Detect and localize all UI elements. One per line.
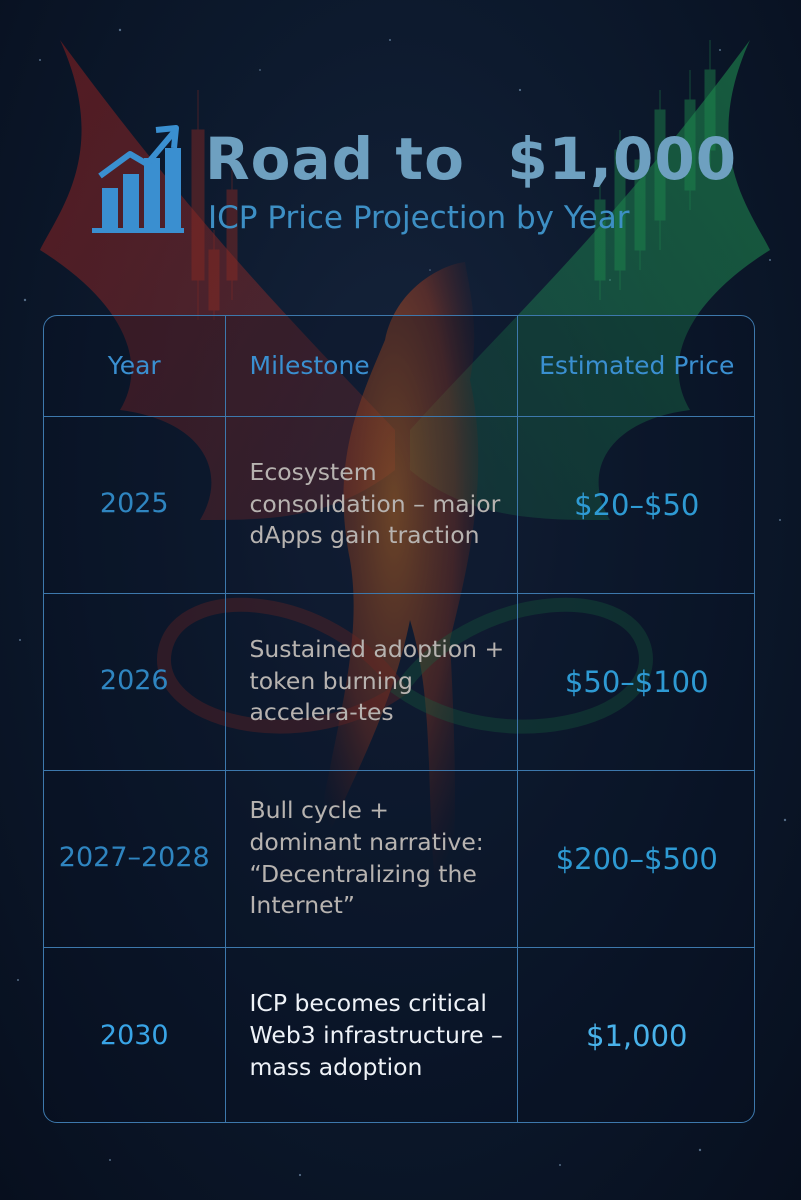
column-header-year: Year bbox=[44, 316, 226, 417]
row-year: 2026 bbox=[44, 592, 226, 771]
row-price: $50–$100 bbox=[516, 592, 754, 771]
row-price: $20–$50 bbox=[516, 415, 754, 594]
table-row: 2030 ICP becomes critical Web3 infrastru… bbox=[44, 946, 754, 1122]
table-row: 2026 Sustained adoption + token burning … bbox=[44, 592, 754, 771]
projection-table: Year Milestone Estimated Price 2025 Ecos… bbox=[43, 315, 755, 1123]
row-price: $1,000 bbox=[516, 946, 754, 1122]
rising-bar-chart-icon bbox=[92, 125, 184, 233]
row-milestone: Sustained adoption + token burning accel… bbox=[224, 592, 518, 771]
column-header-milestone: Milestone bbox=[224, 316, 518, 417]
table-row: 2025 Ecosystem consolidation – major dAp… bbox=[44, 415, 754, 594]
table-header-row: Year Milestone Estimated Price bbox=[44, 316, 754, 417]
star-field bbox=[17, 28, 787, 1177]
row-year: 2030 bbox=[44, 946, 226, 1122]
row-year: 2027–2028 bbox=[44, 769, 226, 948]
row-year: 2025 bbox=[44, 415, 226, 594]
row-milestone: ICP becomes critical Web3 infrastructure… bbox=[224, 946, 518, 1122]
row-milestone: Ecosystem consolidation – major dApps ga… bbox=[224, 415, 518, 594]
table-row: 2027–2028 Bull cycle + dominant narrativ… bbox=[44, 769, 754, 948]
header: Road to $1,000 ICP Price Projection by Y… bbox=[0, 0, 801, 300]
page-subtitle: ICP Price Projection by Year bbox=[208, 200, 630, 236]
column-header-price: Estimated Price bbox=[516, 316, 754, 417]
row-milestone: Bull cycle + dominant narrative: “Decent… bbox=[224, 769, 518, 948]
candlesticks-right bbox=[594, 40, 716, 300]
row-price: $200–$500 bbox=[516, 769, 754, 948]
page-title: Road to $1,000 bbox=[205, 125, 738, 193]
candlesticks-left bbox=[191, 90, 238, 320]
